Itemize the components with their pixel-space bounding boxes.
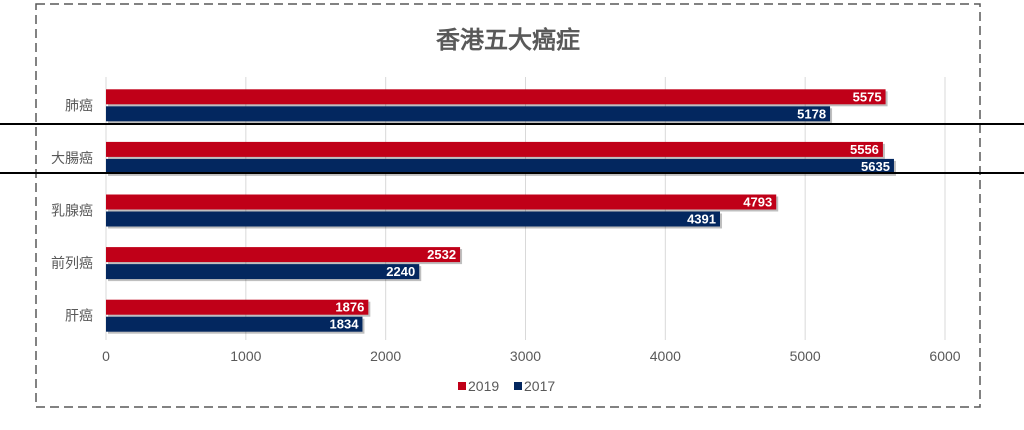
legend-swatch-2017	[514, 382, 522, 390]
data-label: 5556	[850, 142, 879, 157]
category-label: 肺癌	[65, 97, 93, 113]
data-label: 2240	[386, 264, 415, 279]
bar-2019	[106, 89, 886, 105]
chart-title: 香港五大癌症	[436, 26, 580, 54]
data-label: 5635	[861, 159, 890, 174]
data-label: 2532	[427, 247, 456, 262]
bar-2019	[106, 247, 461, 263]
data-label: 4391	[687, 212, 716, 227]
data-label: 5178	[797, 106, 826, 121]
bar-2017	[106, 106, 831, 122]
bar-2017	[106, 158, 894, 174]
legend-swatch-2019	[458, 382, 466, 390]
legend-label: 2017	[524, 378, 555, 394]
legend-label: 2019	[468, 378, 499, 394]
x-tick-label: 2000	[370, 348, 401, 364]
chart-border	[35, 3, 981, 408]
bar-2019	[106, 194, 777, 210]
category-label: 肝癌	[65, 308, 93, 324]
category-label: 前列癌	[51, 255, 93, 271]
x-tick-label: 3000	[510, 348, 541, 364]
bar-2017	[106, 264, 420, 280]
bar-2017	[106, 316, 363, 332]
x-tick-label: 1000	[230, 348, 261, 364]
x-tick-label: 6000	[929, 348, 960, 364]
category-label: 大腸癌	[51, 150, 93, 166]
data-label: 5575	[853, 89, 882, 104]
data-label: 1834	[330, 317, 360, 332]
category-label: 乳腺癌	[51, 203, 93, 219]
x-tick-label: 0	[102, 348, 110, 364]
data-label: 4793	[743, 195, 772, 210]
bar-2019	[106, 299, 369, 315]
bar-2019	[106, 141, 883, 157]
data-label: 1876	[335, 300, 364, 315]
bar-2017	[106, 211, 721, 227]
x-tick-label: 4000	[650, 348, 681, 364]
x-tick-label: 5000	[790, 348, 821, 364]
